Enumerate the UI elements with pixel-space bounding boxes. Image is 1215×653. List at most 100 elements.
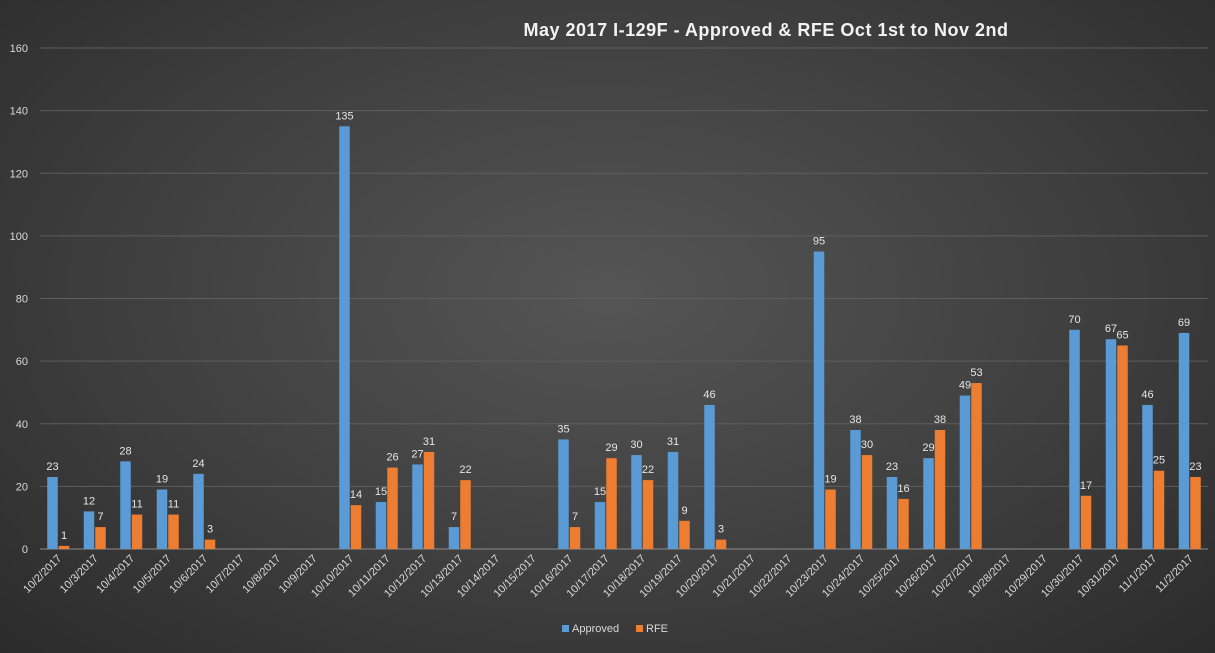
bar-approved	[631, 455, 642, 549]
data-label-approved: 46	[1141, 389, 1153, 401]
bar-rfe	[642, 480, 654, 549]
bar-rfe	[460, 480, 471, 549]
bar-rfe	[861, 455, 873, 549]
data-label-approved: 19	[156, 474, 168, 486]
data-label-approved: 35	[557, 423, 569, 435]
bar-rfe	[1080, 495, 1092, 549]
bar-approved	[923, 458, 934, 549]
bar-rfe	[934, 430, 946, 549]
legend: Approved RFE	[562, 623, 668, 635]
data-label-rfe: 3	[718, 524, 724, 536]
data-label-rfe: 25	[1153, 455, 1165, 467]
bar-approved	[1178, 332, 1190, 549]
bar-approved	[156, 489, 168, 549]
bar-approved	[83, 511, 95, 549]
data-label-rfe: 29	[605, 442, 617, 454]
y-tick-label: 0	[22, 544, 28, 556]
data-label-approved: 23	[886, 461, 898, 473]
data-label-approved: 27	[411, 448, 423, 460]
bar-approved	[667, 451, 679, 549]
data-label-rfe: 31	[423, 436, 435, 448]
data-label-approved: 67	[1105, 323, 1117, 335]
x-tick-label: 10/7/2017	[204, 553, 247, 596]
data-label-approved: 29	[922, 442, 934, 454]
x-tick-label: 10/4/2017	[94, 553, 137, 596]
bar-rfe	[679, 520, 690, 549]
y-tick-label: 40	[16, 419, 28, 431]
x-tick-label: 11/2/2017	[1153, 553, 1196, 596]
legend-swatch-approved	[562, 625, 569, 632]
bar-approved	[375, 502, 387, 549]
bar-rfe	[168, 514, 179, 549]
data-label-rfe: 16	[897, 483, 909, 495]
data-label-approved: 135	[335, 110, 353, 122]
data-label-approved: 38	[849, 414, 861, 426]
bar-rfe	[606, 458, 617, 549]
data-label-rfe: 22	[642, 464, 654, 476]
bar-rfe	[387, 467, 398, 549]
bar-approved	[594, 502, 606, 549]
data-label-rfe: 65	[1116, 329, 1128, 341]
bar-rfe	[1117, 345, 1128, 549]
data-label-rfe: 23	[1189, 461, 1201, 473]
bar-rfe	[1190, 476, 1201, 549]
data-label-approved: 70	[1068, 314, 1080, 326]
data-label-rfe: 7	[97, 511, 103, 523]
x-tick-label: 10/5/2017	[131, 553, 174, 596]
gridlines	[40, 47, 1208, 550]
data-label-rfe: 9	[681, 505, 687, 517]
x-tick-label: 10/8/2017	[240, 553, 283, 596]
bar-approved	[47, 476, 58, 549]
data-label-approved: 30	[630, 439, 642, 451]
data-label-rfe: 1	[61, 530, 67, 542]
y-tick-label: 100	[10, 231, 28, 243]
bar-rfe	[569, 527, 581, 549]
data-label-rfe: 30	[861, 439, 873, 451]
data-label-rfe: 7	[572, 511, 578, 523]
data-label-approved: 28	[119, 445, 131, 457]
y-tick-label: 80	[16, 294, 28, 306]
data-label-approved: 12	[83, 495, 95, 507]
bar-rfe	[131, 514, 143, 549]
bar-approved	[813, 251, 825, 549]
data-label-rfe: 14	[350, 489, 362, 501]
data-label-approved: 15	[375, 486, 387, 498]
data-label-rfe: 17	[1080, 480, 1092, 492]
bar-rfe	[1153, 470, 1165, 549]
y-tick-label: 60	[16, 356, 28, 368]
bar-rfe	[423, 451, 435, 549]
data-label-rfe: 22	[459, 464, 471, 476]
bar-rfe	[350, 505, 362, 549]
bar-approved	[412, 464, 423, 549]
bar-rfe	[825, 489, 836, 549]
data-label-rfe: 38	[934, 414, 946, 426]
bar-rfe	[95, 527, 106, 549]
x-tick-label: 10/3/2017	[58, 553, 101, 596]
bar-approved	[1069, 329, 1080, 549]
bar-approved	[1142, 404, 1153, 549]
data-label-approved: 31	[667, 436, 679, 448]
bar-approved	[120, 461, 131, 549]
bar-approved	[193, 473, 204, 549]
bar-approved	[704, 404, 715, 549]
data-label-approved: 69	[1178, 317, 1190, 329]
bar-approved	[850, 430, 861, 549]
data-label-rfe: 3	[207, 524, 213, 536]
chart-title: May 2017 I-129F - Approved & RFE Oct 1st…	[524, 20, 1009, 40]
data-label-approved: 15	[594, 486, 606, 498]
y-axis: 0 20 40 60 80 100 120 140 160	[10, 43, 28, 556]
x-tick-label: 11/1/2017	[1117, 553, 1160, 596]
data-label-approved: 7	[451, 511, 457, 523]
legend-swatch-rfe	[636, 625, 643, 632]
x-tick-label: 10/2/2017	[21, 553, 64, 596]
data-label-approved: 24	[192, 458, 204, 470]
data-label-rfe: 11	[168, 499, 179, 511]
bar-rfe	[971, 383, 982, 549]
data-label-rfe: 19	[824, 474, 836, 486]
y-tick-label: 120	[10, 168, 28, 180]
bar-rfe	[58, 545, 70, 549]
bar-rfe	[898, 498, 909, 549]
